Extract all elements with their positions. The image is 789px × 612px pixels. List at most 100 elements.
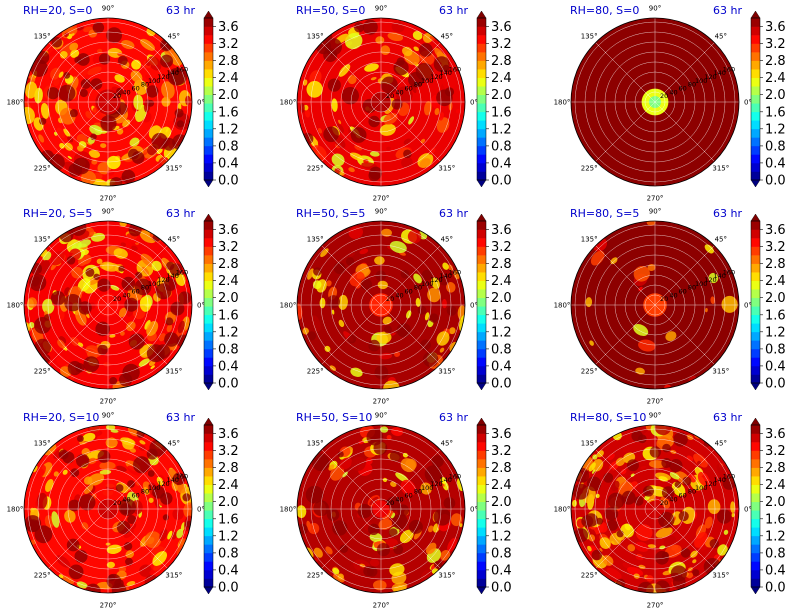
heatmap-patch bbox=[153, 365, 163, 374]
heatmap-patch bbox=[56, 127, 66, 139]
heatmap-patch bbox=[616, 530, 624, 538]
heatmap-patch bbox=[162, 514, 169, 521]
heatmap-patch bbox=[673, 432, 688, 447]
heatmap-patch bbox=[407, 229, 422, 244]
colorbar-tick-label: 1.6 bbox=[218, 105, 239, 120]
colorbar-segment bbox=[477, 77, 486, 87]
heatmap-patch bbox=[403, 149, 412, 159]
heatmap-patch bbox=[79, 494, 96, 511]
heatmap-patch bbox=[116, 520, 131, 535]
colorbar-segment bbox=[751, 154, 760, 164]
colorbar-tick-label: 3.6 bbox=[218, 223, 239, 238]
heatmap-patch bbox=[413, 46, 419, 52]
heatmap-patch bbox=[157, 353, 165, 361]
heatmap-patch bbox=[58, 71, 64, 78]
heatmap-patch bbox=[659, 350, 671, 361]
heatmap-patch bbox=[124, 297, 139, 312]
colorbar-tick-label: 0.4 bbox=[765, 563, 786, 578]
angle-tick-label: 90° bbox=[375, 412, 387, 420]
grid-spoke bbox=[595, 42, 656, 103]
heatmap-patch bbox=[388, 528, 398, 537]
heatmap-patch bbox=[708, 272, 719, 284]
heatmap-patch bbox=[389, 240, 407, 254]
heatmap-patch bbox=[69, 109, 78, 118]
heatmap-patch bbox=[603, 472, 614, 483]
heatmap-patch bbox=[403, 138, 411, 145]
radial-tick-label: 60 bbox=[405, 85, 413, 93]
heatmap-patch bbox=[439, 275, 449, 286]
radial-tick-label: 40 bbox=[395, 88, 403, 96]
heatmap-patch bbox=[433, 508, 451, 526]
heatmap-patch bbox=[427, 525, 434, 533]
heatmap-patch bbox=[422, 351, 439, 367]
heatmap-patch bbox=[67, 136, 74, 143]
heatmap-patch bbox=[118, 265, 125, 272]
angle-tick-label: 270° bbox=[100, 195, 117, 203]
colorbar-extend-min bbox=[203, 586, 214, 595]
colorbar-frame bbox=[476, 424, 487, 588]
colorbar-tick-label: 2.8 bbox=[491, 461, 512, 476]
colorbar-segment bbox=[204, 52, 213, 61]
heatmap-patch bbox=[401, 46, 413, 57]
heatmap-patch bbox=[442, 262, 449, 270]
heatmap-patch bbox=[85, 111, 92, 119]
heatmap-patch bbox=[70, 468, 80, 477]
heatmap-patch bbox=[326, 508, 340, 521]
radial-tick-label: 60 bbox=[679, 492, 687, 500]
colorbar-segment bbox=[477, 255, 486, 264]
colorbar-segment bbox=[204, 569, 213, 579]
heatmap-patch bbox=[47, 87, 60, 100]
grid-spoke bbox=[654, 508, 715, 569]
heatmap-patch bbox=[359, 248, 369, 255]
grid-spoke bbox=[654, 42, 715, 103]
angle-tick-label: 135° bbox=[581, 440, 598, 448]
heatmap-patch bbox=[90, 78, 103, 90]
heatmap-patch bbox=[97, 278, 111, 292]
angle-tick-label: 270° bbox=[647, 602, 664, 610]
heatmap-patch bbox=[51, 37, 63, 48]
heatmap-patch bbox=[81, 522, 89, 530]
heatmap-patch bbox=[357, 504, 372, 519]
colorbar-tick-label: 0.4 bbox=[218, 359, 239, 374]
colorbar-tick-label: 0.8 bbox=[491, 139, 512, 154]
colorbar-extend-min bbox=[203, 382, 214, 391]
heatmap-patch bbox=[169, 263, 183, 276]
heatmap-patch bbox=[688, 375, 696, 381]
colorbar-tick-label: 0.4 bbox=[491, 563, 512, 578]
heatmap-patch bbox=[436, 117, 450, 133]
angle-tick-label: 135° bbox=[307, 33, 324, 41]
heatmap-patch bbox=[730, 501, 736, 514]
radial-tick-label: 60 bbox=[679, 288, 687, 296]
heatmap-patch bbox=[364, 63, 379, 72]
heatmap-patch bbox=[627, 544, 636, 552]
heatmap-patch bbox=[607, 492, 625, 510]
polar-outline bbox=[296, 424, 466, 594]
colorbar-tick-label: 1.6 bbox=[218, 512, 239, 527]
heatmap-patch bbox=[637, 434, 647, 444]
heatmap-patch bbox=[135, 271, 143, 279]
heatmap-patch bbox=[110, 429, 119, 433]
heatmap-patch bbox=[327, 295, 340, 309]
colorbar-tick-label: 1.2 bbox=[491, 529, 512, 544]
heatmap-patch bbox=[606, 567, 622, 580]
heatmap-patch bbox=[442, 75, 456, 90]
heatmap-patch bbox=[707, 499, 721, 515]
heatmap-patch bbox=[297, 505, 307, 518]
colorbar-segment bbox=[751, 561, 760, 571]
heatmap-patch bbox=[106, 544, 122, 554]
radial-tick-label: 20 bbox=[113, 295, 121, 303]
angle-tick-label: 0° bbox=[197, 302, 205, 310]
radial-tick-label: 80 bbox=[141, 284, 149, 292]
heatmap-patch bbox=[383, 112, 398, 125]
heatmap-patch bbox=[139, 296, 152, 312]
heatmap-patch bbox=[363, 158, 369, 164]
colorbar-segment bbox=[751, 35, 760, 44]
colorbar-segment bbox=[204, 111, 213, 121]
heatmap-patch bbox=[58, 574, 64, 579]
colorbar-segment bbox=[477, 425, 486, 434]
heatmap-patch bbox=[80, 78, 91, 89]
heatmap-patch bbox=[131, 245, 138, 251]
heatmap-patch bbox=[151, 132, 168, 150]
heatmap-patch bbox=[387, 32, 404, 42]
